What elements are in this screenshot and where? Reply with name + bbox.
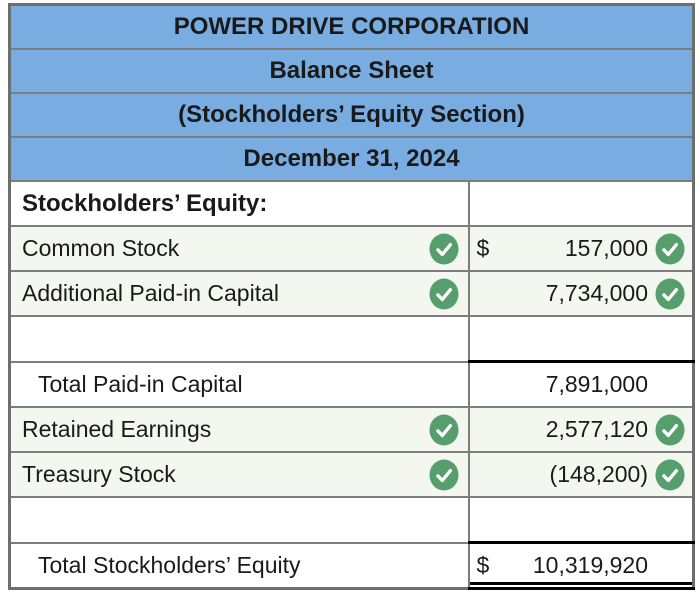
row-additional-paid-in-capital: Additional Paid-in Capital 7,734,000 — [8, 270, 695, 317]
row-retained-earnings: Retained Earnings 2,577,120 — [8, 406, 695, 453]
check-icon — [429, 233, 459, 265]
row-label: Additional Paid-in Capital — [22, 280, 279, 306]
amount-cell-additional-paid-in-capital[interactable]: 7,734,000 — [467, 270, 695, 317]
check-icon — [429, 414, 459, 446]
header-row-date: December 31, 2024 — [8, 136, 695, 182]
check-icon — [429, 278, 459, 310]
amount-cell-total-paid-in-capital: 7,891,000 — [467, 360, 695, 408]
amount-value: 10,319,920 — [532, 552, 649, 578]
label-cell-retained-earnings[interactable]: Retained Earnings — [8, 406, 470, 453]
header-row-statement: Balance Sheet — [8, 48, 695, 94]
amount-cell-retained-earnings[interactable]: 2,577,120 — [467, 406, 695, 453]
empty-label-cell — [8, 496, 470, 544]
label-cell-additional-paid-in-capital[interactable]: Additional Paid-in Capital — [8, 270, 470, 317]
check-icon — [655, 278, 685, 310]
header-row-company: POWER DRIVE CORPORATION — [8, 3, 695, 50]
amount-cell-total-stockholders-equity: $ 10,319,920 — [467, 541, 695, 590]
amount-value: 157,000 — [564, 235, 649, 261]
currency-symbol: $ — [476, 235, 490, 261]
row-label: Retained Earnings — [22, 416, 212, 442]
amount-value: (148,200) — [549, 461, 649, 487]
section-title: (Stockholders’ Equity Section) — [8, 92, 695, 138]
row-total-stockholders-equity: Total Stockholders’ Equity $ 10,319,920 — [8, 541, 695, 590]
label-cell-treasury-stock[interactable]: Treasury Stock — [8, 451, 470, 498]
row-spacer-2 — [8, 496, 695, 544]
amount-cell-treasury-stock[interactable]: (148,200) — [467, 451, 695, 498]
row-section-heading: Stockholders’ Equity: — [8, 180, 695, 227]
row-label: Treasury Stock — [22, 461, 176, 487]
row-total-paid-in-capital: Total Paid-in Capital 7,891,000 — [8, 360, 695, 408]
check-icon — [655, 414, 685, 446]
empty-amount-cell — [467, 496, 695, 544]
amount-value: 2,577,120 — [545, 416, 649, 442]
label-cell-total-paid-in-capital: Total Paid-in Capital — [8, 360, 470, 408]
label-cell-total-stockholders-equity: Total Stockholders’ Equity — [8, 541, 470, 590]
company-title: POWER DRIVE CORPORATION — [8, 3, 695, 50]
section-heading-label: Stockholders’ Equity: — [8, 180, 470, 227]
header-row-section: (Stockholders’ Equity Section) — [8, 92, 695, 138]
statement-date: December 31, 2024 — [8, 136, 695, 182]
section-heading-amount-cell — [467, 180, 695, 227]
row-common-stock: Common Stock $ 157,000 — [8, 225, 695, 272]
check-icon — [429, 459, 459, 491]
row-spacer-1 — [8, 315, 695, 363]
empty-label-cell — [8, 315, 470, 363]
label-cell-common-stock[interactable]: Common Stock — [8, 225, 470, 272]
empty-amount-cell — [467, 315, 695, 363]
amount-cell-common-stock[interactable]: $ 157,000 — [467, 225, 695, 272]
currency-symbol: $ — [476, 552, 490, 578]
amount-value: 7,734,000 — [545, 280, 649, 306]
amount-value: 7,891,000 — [545, 371, 649, 397]
check-icon — [655, 459, 685, 491]
balance-sheet-table: POWER DRIVE CORPORATION Balance Sheet (S… — [8, 3, 696, 590]
row-treasury-stock: Treasury Stock (148,200) — [8, 451, 695, 498]
statement-title: Balance Sheet — [8, 48, 695, 94]
check-icon — [655, 233, 685, 265]
row-label: Common Stock — [22, 235, 180, 261]
